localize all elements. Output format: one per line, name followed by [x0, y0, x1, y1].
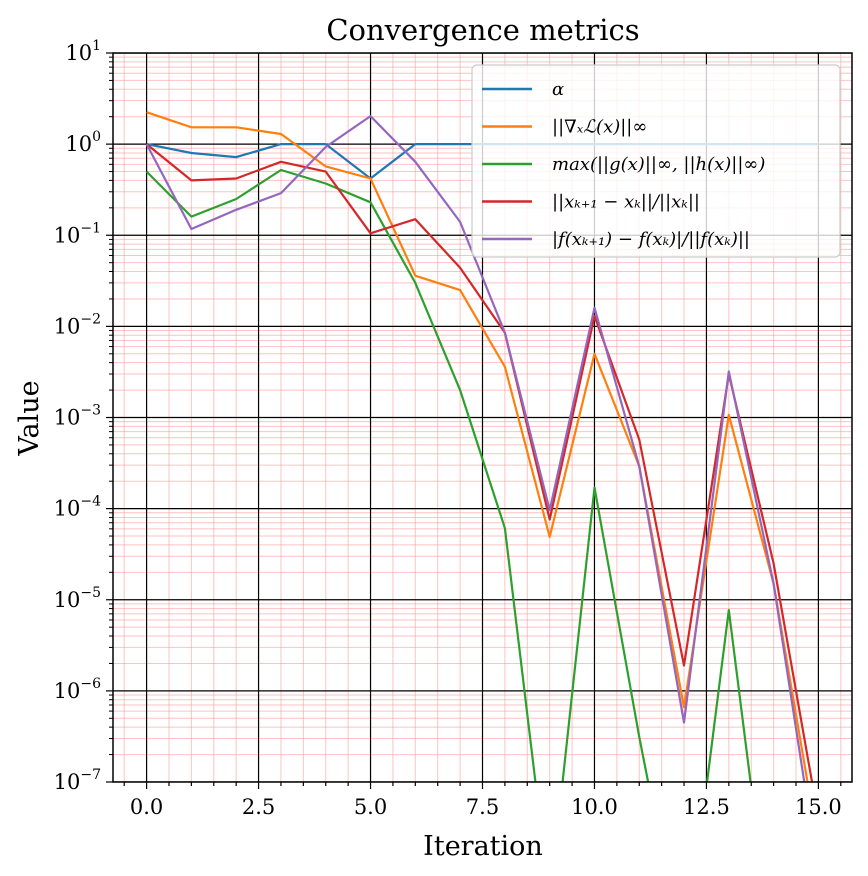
- x-axis-ticks: 0.0 2.5 5.0 7.5 10.0 12.5 15.0: [123, 782, 842, 819]
- x-tick-label: 2.5: [242, 795, 275, 819]
- series-line-3: [145, 143, 814, 782]
- legend-label: max(||g(x)||∞, ||h(x)||∞): [552, 154, 765, 175]
- series-line-4: [145, 114, 806, 782]
- x-tick-label: 5.0: [354, 795, 387, 819]
- x-tick-label: 0.0: [130, 795, 163, 819]
- x-tick-label: 10.0: [571, 795, 618, 819]
- legend-label: ||∇ₓℒ(x)||∞: [552, 117, 647, 138]
- y-axis-label: Value: [14, 380, 45, 456]
- legend-box: [471, 64, 841, 258]
- x-tick-label: 12.5: [683, 795, 730, 819]
- x-tick-label: 15.0: [795, 795, 842, 819]
- chart-title: Convergence metrics: [326, 13, 639, 47]
- y-tick-label: 101: [65, 38, 101, 65]
- y-tick-label: 10−5: [54, 585, 101, 612]
- y-axis-ticks: 101 100 10−1 10−2 10−3 10−4 10−5 10−6 10−7: [54, 38, 113, 794]
- legend-label: |f(xₖ₊₁) − f(xₖ)|/||f(xₖ)||: [552, 229, 750, 250]
- y-tick-label: 10−4: [54, 494, 101, 521]
- x-tick-label: 7.5: [466, 795, 499, 819]
- x-axis-label: Iteration: [423, 831, 543, 862]
- series-line-1: [146, 111, 809, 782]
- legend: α ||∇ₓℒ(x)||∞ max(||g(x)||∞, ||h(x)||∞) ||x…: [471, 64, 841, 258]
- y-tick-label: 10−7: [54, 767, 101, 794]
- legend-label: ||xₖ₊₁ − xₖ||/||xₖ||: [552, 192, 700, 213]
- y-tick-label: 10−3: [54, 403, 101, 430]
- legend-label: α: [552, 79, 564, 100]
- y-tick-label: 10−6: [54, 676, 101, 703]
- series-line-2: [145, 168, 752, 782]
- y-tick-label: 100: [65, 129, 101, 156]
- y-tick-label: 10−2: [54, 311, 101, 338]
- y-tick-label: 10−1: [54, 220, 101, 247]
